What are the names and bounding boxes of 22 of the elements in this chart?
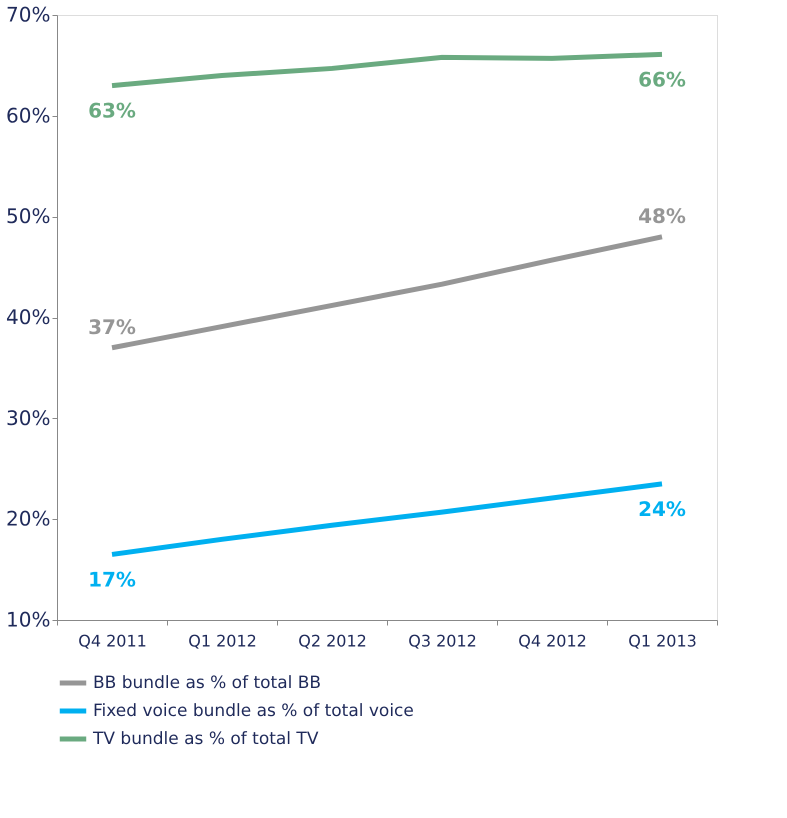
- data-label: 17%: [88, 567, 136, 592]
- x-tick-label: Q4 2011: [78, 632, 147, 650]
- y-tick-label: 40%: [6, 305, 50, 329]
- y-tick-label: 50%: [6, 204, 50, 228]
- data-label: 24%: [638, 496, 686, 521]
- data-label: 66%: [638, 67, 686, 92]
- x-tick-label: Q3 2012: [408, 632, 477, 650]
- y-tick-label: 30%: [6, 406, 50, 430]
- legend-label: BB bundle as % of total BB: [93, 673, 322, 693]
- data-label: 48%: [638, 204, 686, 228]
- x-tick-label: Q4 2012: [518, 632, 587, 650]
- x-tick-label: Q1 2013: [628, 632, 697, 650]
- data-label: 63%: [88, 98, 136, 123]
- y-tick-label: 70%: [6, 2, 50, 26]
- x-tick-label: Q1 2012: [188, 632, 257, 650]
- legend-label: Fixed voice bundle as % of total voice: [93, 701, 414, 721]
- y-tick-label: 60%: [6, 103, 50, 128]
- legend-label: TV bundle as % of total TV: [92, 729, 319, 749]
- y-tick-label: 10%: [6, 608, 50, 632]
- y-tick-label: 20%: [6, 506, 50, 531]
- x-tick-label: Q2 2012: [298, 632, 367, 650]
- data-label: 37%: [88, 314, 136, 339]
